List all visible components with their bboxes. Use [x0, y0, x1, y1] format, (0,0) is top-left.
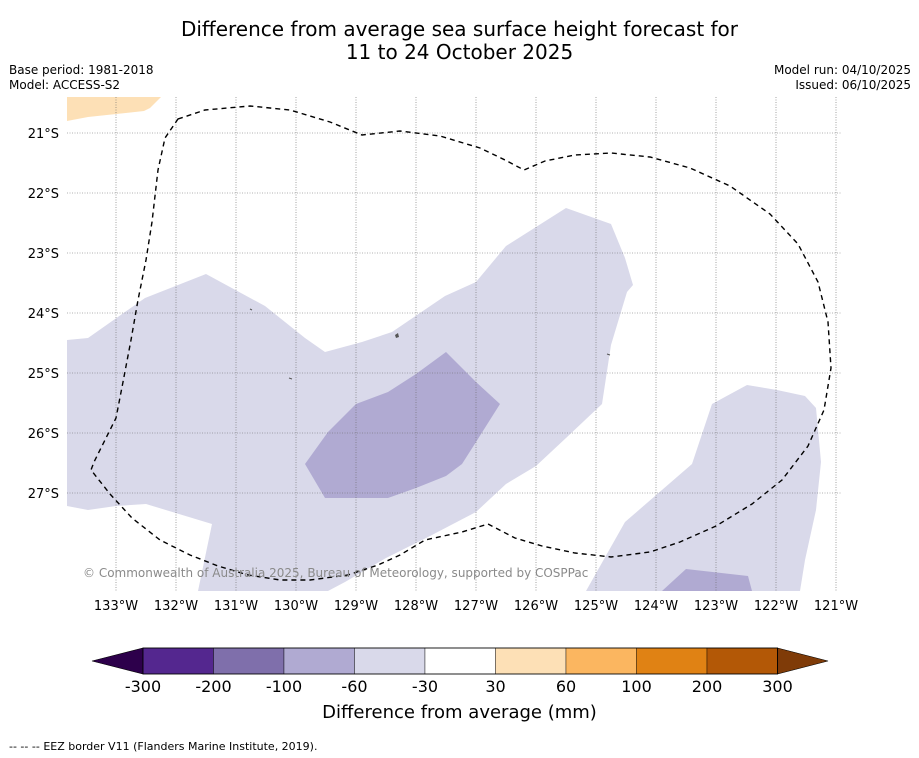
lat-label: 26°S — [28, 427, 59, 442]
lat-label: 21°S — [28, 127, 59, 142]
colorbar-under-arrow — [91, 647, 144, 675]
colorbar-tick-label: -300 — [125, 677, 161, 696]
lon-labels: 133°W 132°W 131°W 130°W 129°W 128°W 127°… — [94, 599, 858, 614]
title-line-2: 11 to 24 October 2025 — [345, 40, 574, 64]
colorbar-segment — [354, 647, 426, 675]
footer-legend: -- -- -- EEZ border V11 (Flanders Marine… — [9, 740, 317, 753]
base-period-text: Base period: 1981-2018 — [9, 63, 154, 77]
colorbar-tick-labels: -300 -200 -100 -60 -30 30 60 100 200 300 — [125, 677, 793, 696]
anomaly-region-30-60 — [67, 97, 161, 121]
lon-label: 123°W — [694, 599, 738, 614]
lat-labels: 21°S 22°S 23°S 24°S 25°S 26°S 27°S — [28, 127, 59, 502]
grid — [67, 97, 841, 591]
colorbar-tick-label: -100 — [266, 677, 302, 696]
colorbar-tick-label: 30 — [485, 677, 505, 696]
lon-label: 125°W — [574, 599, 618, 614]
lon-label: 130°W — [274, 599, 318, 614]
copyright-notice: © Commonwealth of Australia 2025, Bureau… — [83, 566, 588, 580]
run-info: Model run: 04/10/2025 Issued: 06/10/2025 — [774, 63, 911, 93]
colorbar-over-arrow — [777, 647, 829, 675]
eez-border — [90, 105, 832, 581]
lat-label: 27°S — [28, 487, 59, 502]
colorbar-segment — [283, 647, 355, 675]
model-run-text: Model run: 04/10/2025 — [773, 63, 911, 77]
lon-label: 131°W — [214, 599, 258, 614]
island-speck — [288, 377, 293, 380]
colorbar-tick-label: -30 — [412, 677, 438, 696]
lat-label: 23°S — [28, 247, 59, 262]
base-info: Base period: 1981-2018 Model: ACCESS-S2 — [9, 63, 154, 93]
lon-label: 126°W — [514, 599, 558, 614]
title-line-1: Difference from average sea surface heig… — [180, 17, 739, 41]
map-title: Difference from average sea surface heig… — [0, 18, 919, 64]
colorbar-segment — [495, 647, 567, 675]
lon-label: 121°W — [814, 599, 858, 614]
eez-legend-symbol: -- -- -- — [9, 740, 40, 753]
colorbar-segment — [636, 647, 708, 675]
colorbar-tick-label: -200 — [195, 677, 231, 696]
lat-label: 24°S — [28, 307, 59, 322]
lon-label: 127°W — [454, 599, 498, 614]
colorbar-title: Difference from average (mm) — [322, 702, 597, 723]
colorbar-segment — [706, 647, 778, 675]
lon-label: 133°W — [94, 599, 138, 614]
island-speck — [395, 333, 399, 338]
colorbar-segment — [565, 647, 637, 675]
colorbar-segment — [213, 647, 285, 675]
lat-label: 25°S — [28, 367, 59, 382]
issued-text: Issued: 06/10/2025 — [795, 78, 911, 92]
colorbar-tick-label: 300 — [762, 677, 793, 696]
anomaly-region-minus60-30 — [67, 208, 633, 591]
colorbar: -300 -200 -100 -60 -30 30 60 100 200 300 — [91, 647, 829, 696]
anomaly-region-minus100-60-se — [662, 569, 752, 591]
eez-legend-text: EEZ border V11 (Flanders Marine Institut… — [43, 740, 318, 753]
anomaly-region-minus100-60 — [305, 352, 500, 498]
island-speck — [606, 353, 611, 356]
lat-label: 22°S — [28, 187, 59, 202]
lon-label: 129°W — [334, 599, 378, 614]
lon-label: 132°W — [154, 599, 198, 614]
colorbar-tick-label: 100 — [621, 677, 652, 696]
lon-label: 122°W — [754, 599, 798, 614]
lon-label: 128°W — [394, 599, 438, 614]
lon-label: 124°W — [634, 599, 678, 614]
colorbar-segment — [142, 647, 214, 675]
colorbar-tick-label: 200 — [692, 677, 723, 696]
model-text: Model: ACCESS-S2 — [9, 78, 121, 92]
anomaly-region-minus60-30-se — [586, 385, 821, 591]
colorbar-tick-label: 60 — [556, 677, 576, 696]
colorbar-tick-label: -60 — [341, 677, 367, 696]
colorbar-outline — [142, 647, 778, 675]
island-speck — [249, 308, 253, 311]
map-area: © Commonwealth of Australia 2025, Bureau… — [67, 97, 841, 591]
colorbar-segment — [424, 647, 496, 675]
